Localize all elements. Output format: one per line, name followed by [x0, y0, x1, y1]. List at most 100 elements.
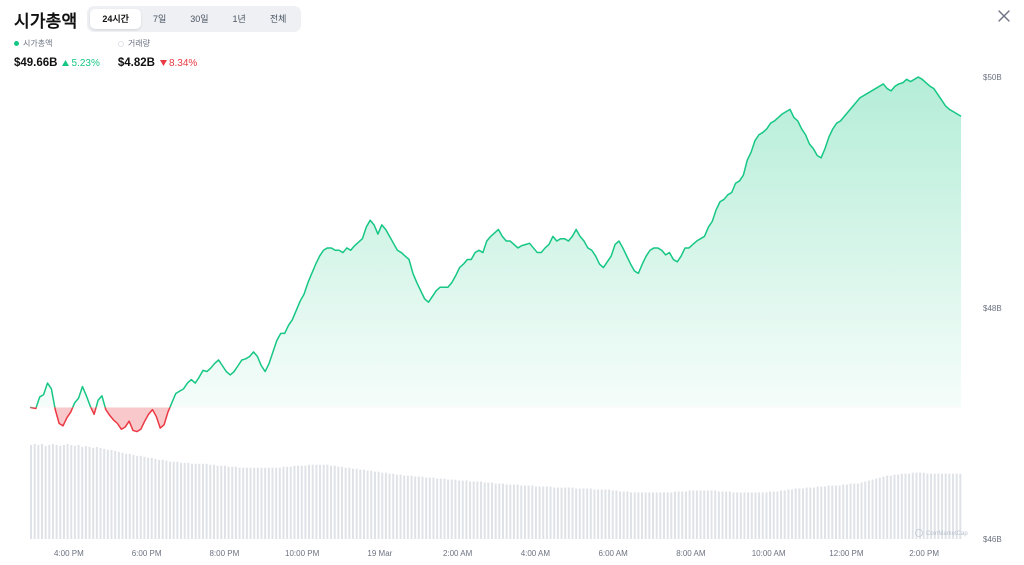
volume-legend-dot — [117, 40, 124, 47]
volume-bar — [842, 484, 845, 539]
volume-bar — [856, 483, 859, 539]
volume-bar — [780, 490, 783, 539]
x-tick-label: 10:00 PM — [285, 549, 320, 558]
volume-bar — [322, 464, 325, 539]
volume-bar — [487, 482, 490, 539]
volume-bar — [538, 486, 541, 539]
volume-bar — [44, 445, 47, 539]
volume-bar — [212, 464, 215, 539]
volume-bar — [622, 491, 625, 539]
volume-bar — [882, 476, 885, 539]
volume-bar — [267, 467, 270, 539]
volume-bar — [849, 483, 852, 539]
volume-bar — [655, 492, 658, 539]
volume-bar — [501, 483, 504, 539]
volume-bar — [527, 485, 530, 539]
volume-bar — [319, 464, 322, 539]
close-icon[interactable] — [998, 10, 1010, 22]
volume-bar — [278, 467, 281, 539]
volume-bar — [472, 481, 475, 539]
volume-bar — [461, 480, 464, 539]
volume-bar — [377, 471, 380, 539]
volume-bar — [615, 490, 618, 539]
volume-bar — [652, 492, 655, 539]
volume-bar — [187, 462, 190, 539]
watermark: CoinMarketCap — [915, 529, 968, 537]
volume-bar — [673, 491, 676, 539]
volume-bar — [136, 455, 139, 539]
watermark-text: CoinMarketCap — [926, 531, 968, 537]
caret-up-icon — [62, 60, 70, 66]
volume-bar — [644, 492, 647, 539]
tab-1y[interactable]: 1년 — [232, 14, 246, 24]
x-tick-label: 2:00 AM — [443, 549, 473, 558]
volume-bar — [619, 491, 622, 539]
caret-down-icon — [159, 60, 167, 66]
volume-bar — [904, 473, 907, 539]
x-tick-label: 19 Mar — [367, 549, 392, 558]
volume-bar — [70, 444, 73, 539]
volume-bar — [337, 466, 340, 539]
volume-bar — [941, 473, 944, 539]
volume-bar — [341, 466, 344, 539]
volume-bar — [582, 488, 585, 539]
volume-bar — [436, 478, 439, 539]
tab-30d[interactable]: 30일 — [190, 14, 209, 24]
volume-bar — [908, 473, 911, 539]
volume-bar — [469, 481, 472, 539]
x-tick-label: 12:00 PM — [829, 549, 864, 558]
volume-bar — [900, 473, 903, 539]
tab-7d[interactable]: 7일 — [152, 14, 167, 24]
volume-bar — [955, 473, 958, 539]
volume-bar — [791, 489, 794, 539]
volume-bar — [534, 486, 537, 539]
volume-bar — [772, 491, 775, 539]
volume-bar — [260, 467, 263, 539]
volume-bar — [117, 451, 120, 539]
tab-all[interactable]: 전체 — [269, 14, 287, 24]
volume-bar — [271, 467, 274, 539]
volume-bar — [425, 477, 428, 539]
volume-bar — [736, 492, 739, 539]
volume-bar — [769, 491, 772, 539]
volume-bar — [421, 476, 424, 539]
stats-bar: 시가총액 $49.66B 5.23% 거래량 $4.82B 8.34% — [14, 38, 197, 69]
volume-bar — [728, 491, 731, 539]
volume-bar — [348, 467, 351, 539]
area-below-baseline — [30, 407, 962, 432]
volume-label: 거래량 — [127, 39, 150, 48]
volume-bar — [695, 490, 698, 539]
volume-bar — [944, 473, 947, 539]
volume-bar — [428, 477, 431, 539]
volume-bar — [523, 485, 526, 539]
volume-bar — [575, 488, 578, 539]
volume-bar — [765, 492, 768, 539]
volume-bar — [77, 444, 80, 539]
volume-bar — [608, 489, 611, 539]
volume-bar — [249, 467, 252, 539]
market-cap-line-up — [30, 76, 962, 408]
volume-bar — [542, 486, 545, 539]
x-tick-label: 4:00 AM — [521, 549, 551, 558]
volume-bar — [414, 476, 417, 539]
volume-bar — [480, 481, 483, 539]
volume-bar — [238, 467, 241, 539]
x-tick-label: 6:00 AM — [598, 549, 628, 558]
volume-bar — [684, 491, 687, 539]
volume-bar — [952, 473, 955, 539]
volume-bar — [699, 490, 702, 539]
volume-bar — [99, 447, 102, 539]
volume-bar — [820, 486, 823, 539]
volume-bar — [893, 474, 896, 539]
volume-bar — [758, 492, 761, 539]
volume-bar — [805, 487, 808, 539]
volume-bar — [139, 455, 142, 539]
volume-bar — [593, 489, 596, 539]
tab-24h[interactable]: 24시간 — [90, 9, 141, 29]
volume-bar — [834, 485, 837, 539]
volume-bar — [933, 473, 936, 539]
area-fills — [30, 77, 962, 432]
volume-bar — [381, 472, 384, 539]
volume-bar — [553, 487, 556, 539]
